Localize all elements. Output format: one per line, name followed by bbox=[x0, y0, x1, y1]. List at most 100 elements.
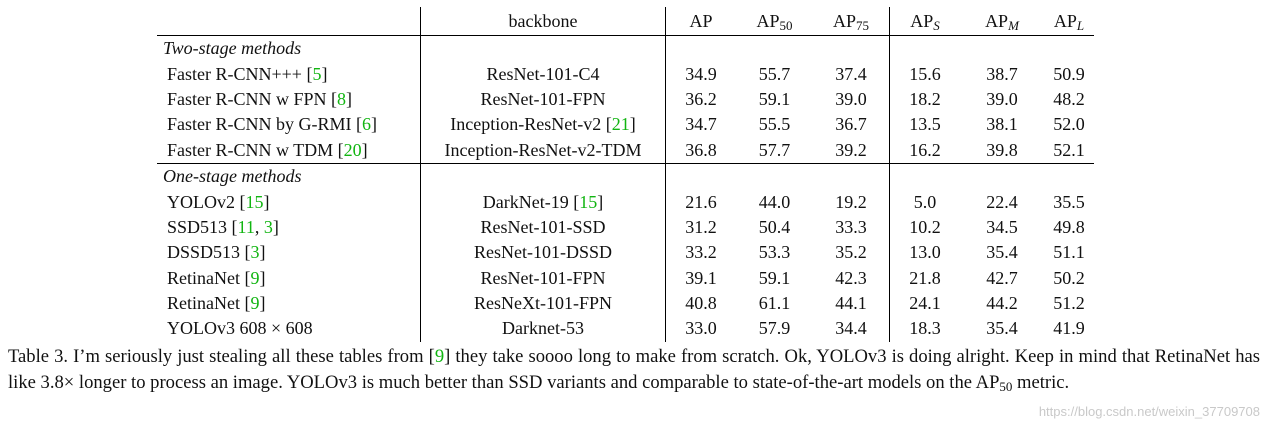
table-row: DSSD513 [3] ResNet-101-DSSD 33.2 53.3 35.2 13… bbox=[157, 240, 1094, 266]
empty-cell bbox=[813, 162, 890, 190]
backbone-cell: ResNet-101-FPN bbox=[420, 265, 666, 291]
metric-cell: 33.3 bbox=[813, 214, 890, 241]
section-header-row: Two-stage methods bbox=[157, 35, 1094, 62]
metric-cell: 13.5 bbox=[909, 114, 941, 135]
method-cell: RetinaNet [9] bbox=[157, 290, 421, 317]
citation-link[interactable]: 20 bbox=[343, 139, 362, 160]
header-apl: APL bbox=[1044, 7, 1094, 36]
metric-cell: 10.2 bbox=[909, 216, 941, 237]
metric-cell: 34.9 bbox=[685, 63, 717, 84]
citation-link[interactable]: 9 bbox=[250, 293, 260, 314]
header-aps: APS bbox=[889, 7, 960, 36]
citation-link[interactable]: 3 bbox=[250, 242, 260, 263]
method-cell: RetinaNet [9] bbox=[157, 265, 421, 291]
empty-cell bbox=[1044, 35, 1094, 62]
citation-link[interactable]: 15 bbox=[579, 191, 598, 212]
empty-cell bbox=[1044, 162, 1094, 190]
metric-cell: 51.2 bbox=[1053, 293, 1085, 314]
method-cell: DSSD513 [3] bbox=[157, 240, 421, 266]
metric-cell: 44.1 bbox=[813, 290, 890, 317]
empty-cell bbox=[665, 162, 736, 190]
method-cell: YOLOv2 [15] bbox=[157, 189, 421, 215]
metric-cell: 21.8 bbox=[909, 267, 941, 288]
metric-cell: 24.1 bbox=[909, 293, 941, 314]
metric-cell: 49.8 bbox=[1053, 216, 1085, 237]
citation-link[interactable]: 6 bbox=[362, 114, 371, 135]
backbone-cell: DarkNet-19 [15] bbox=[420, 189, 666, 215]
metric-cell: 50.2 bbox=[1053, 267, 1085, 288]
metric-cell: 52.1 bbox=[1053, 139, 1085, 160]
header-apm: APM bbox=[960, 7, 1044, 36]
citation-link[interactable]: 3 bbox=[263, 216, 273, 237]
metric-cell: 39.8 bbox=[986, 139, 1018, 160]
metric-cell: 36.2 bbox=[685, 88, 717, 109]
backbone-cell: Inception-ResNet-v2-TDM bbox=[420, 137, 666, 164]
section-title: Two-stage methods bbox=[157, 35, 421, 62]
empty-cell bbox=[960, 162, 1044, 190]
citation-link[interactable]: 21 bbox=[611, 114, 630, 135]
method-cell: Faster R-CNN+++ [5] bbox=[157, 61, 421, 87]
metric-cell: 35.4 bbox=[986, 318, 1018, 339]
metric-cell: 41.9 bbox=[1053, 318, 1085, 339]
method-cell: Faster R-CNN w TDM [20] bbox=[157, 137, 421, 164]
caption-citation-link[interactable]: 9 bbox=[434, 346, 445, 367]
backbone-cell: ResNet-101-SSD bbox=[420, 214, 666, 241]
citation-link[interactable]: 9 bbox=[250, 267, 260, 288]
backbone-cell: Darknet-53 bbox=[420, 316, 666, 342]
metric-cell: 18.3 bbox=[909, 318, 941, 339]
citation-link[interactable]: 8 bbox=[337, 88, 347, 109]
backbone-cell: Inception-ResNet-v2 [21] bbox=[420, 112, 666, 138]
watermark: https://blog.csdn.net/weixin_37709708 bbox=[1038, 404, 1260, 419]
table-row: YOLOv3 608 × 608 Darknet-53 33.0 57.9 34.4 18… bbox=[157, 316, 1094, 342]
metric-cell: 18.2 bbox=[909, 88, 941, 109]
table-row: Faster R-CNN by G-RMI [6] Inception-ResNe… bbox=[157, 112, 1094, 138]
metric-cell: 59.1 bbox=[758, 88, 791, 109]
citation-link[interactable]: 5 bbox=[312, 63, 322, 84]
table-row: RetinaNet [9] ResNet-101-FPN 39.1 59.1 42.3 2… bbox=[157, 265, 1094, 291]
metric-cell: 57.7 bbox=[758, 139, 791, 160]
metric-cell: 36.8 bbox=[685, 139, 717, 160]
metric-cell: 61.1 bbox=[758, 293, 791, 314]
backbone-cell: ResNet-101-DSSD bbox=[420, 240, 666, 266]
metric-cell: 34.4 bbox=[813, 316, 890, 342]
metric-cell: 15.6 bbox=[909, 63, 941, 84]
empty-cell bbox=[736, 35, 813, 62]
citation-link[interactable]: 15 bbox=[245, 191, 264, 212]
method-cell: Faster R-CNN w FPN [8] bbox=[157, 86, 421, 113]
empty-cell bbox=[420, 35, 666, 62]
header-ap75: AP75 bbox=[813, 7, 890, 36]
method-cell: YOLOv3 608 × 608 bbox=[157, 316, 421, 342]
results-table: backbone AP AP50 AP75 APS APM APL Two-st… bbox=[157, 7, 1094, 342]
metric-cell: 51.1 bbox=[1053, 242, 1085, 263]
metric-cell: 33.2 bbox=[685, 242, 717, 263]
table-caption: Table 3. I’m seriously just stealing all… bbox=[8, 346, 1260, 394]
backbone-cell: ResNet-101-FPN bbox=[420, 86, 666, 113]
metric-cell: 22.4 bbox=[986, 191, 1018, 212]
section-header-row: One-stage methods bbox=[157, 162, 1094, 190]
metric-cell: 31.2 bbox=[685, 216, 717, 237]
metric-cell: 5.0 bbox=[913, 191, 937, 212]
metric-cell: 55.5 bbox=[758, 114, 791, 135]
method-cell: Faster R-CNN by G-RMI [6] bbox=[157, 112, 421, 138]
table-row: Faster R-CNN w FPN [8] ResNet-101-FPN 36.2… bbox=[157, 86, 1094, 113]
metric-cell: 34.7 bbox=[685, 114, 717, 135]
metric-cell: 44.2 bbox=[986, 293, 1018, 314]
metric-cell: 38.1 bbox=[986, 114, 1018, 135]
metric-cell: 42.7 bbox=[986, 267, 1018, 288]
table-row: YOLOv2 [15] DarkNet-19 [15] 21.6 44.0 19.2 5.… bbox=[157, 189, 1094, 215]
metric-cell: 39.1 bbox=[685, 267, 717, 288]
backbone-cell: ResNet-101-C4 bbox=[420, 61, 666, 87]
table-row: Faster R-CNN+++ [5] ResNet-101-C4 34.9 55.7… bbox=[157, 61, 1094, 87]
metric-cell: 19.2 bbox=[813, 189, 890, 215]
backbone-cell: ResNeXt-101-FPN bbox=[420, 290, 666, 317]
metric-cell: 39.0 bbox=[986, 88, 1018, 109]
table-row: Faster R-CNN w TDM [20] Inception-ResNet-… bbox=[157, 137, 1094, 164]
header-ap50: AP50 bbox=[736, 7, 813, 36]
citation-link[interactable]: 11 bbox=[237, 216, 255, 237]
metric-cell: 48.2 bbox=[1053, 88, 1085, 109]
metric-cell: 59.1 bbox=[758, 267, 791, 288]
metric-cell: 33.0 bbox=[685, 318, 717, 339]
empty-cell bbox=[889, 35, 960, 62]
method-cell: SSD513 [11, 3] bbox=[157, 214, 421, 241]
metric-cell: 50.9 bbox=[1053, 63, 1085, 84]
